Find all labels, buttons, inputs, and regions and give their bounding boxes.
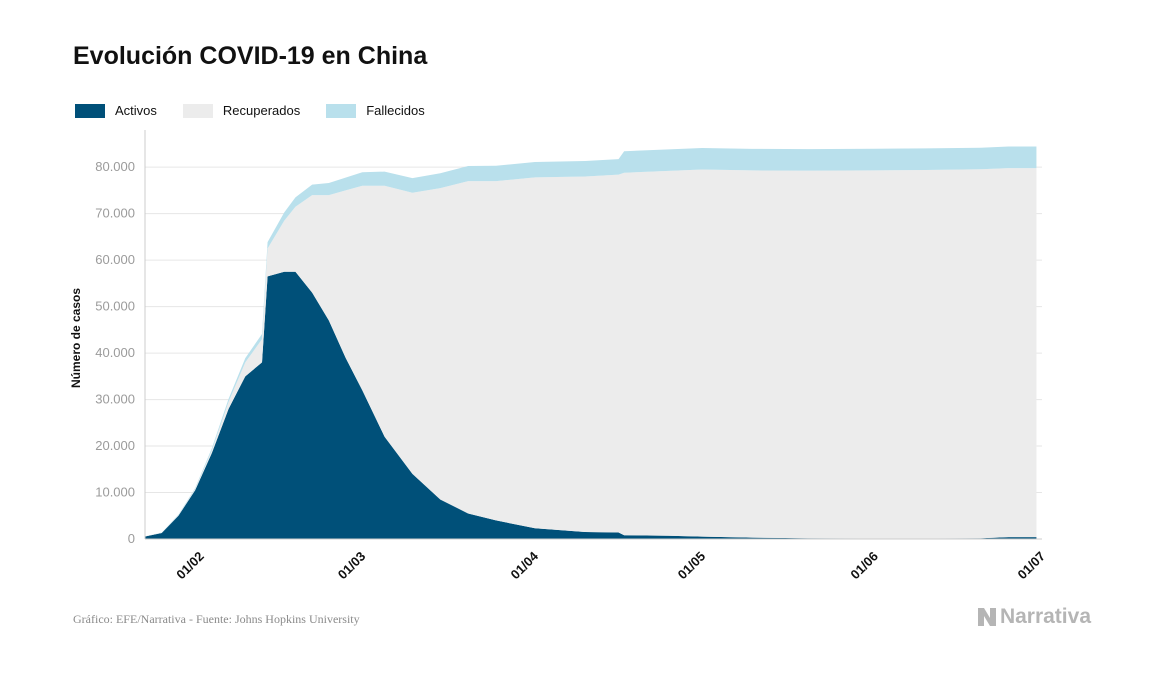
y-tick-label: 30.000 xyxy=(95,392,135,407)
x-tick-label: 01/07 xyxy=(1015,549,1049,583)
series-area-recuperados xyxy=(145,168,1037,539)
legend-item-recuperados: Recuperados xyxy=(182,103,301,118)
legend: Activos Recuperados Fallecidos xyxy=(75,103,451,118)
y-tick-label: 80.000 xyxy=(95,159,135,174)
legend-label-recuperados: Recuperados xyxy=(222,103,301,118)
x-tick-label: 01/03 xyxy=(335,549,369,583)
logo-text: Narrativa xyxy=(999,605,1091,628)
chart-title: Evolución COVID-19 en China xyxy=(73,42,428,70)
legend-label-fallecidos: Fallecidos xyxy=(366,103,425,118)
y-tick-label: 40.000 xyxy=(95,345,135,360)
y-tick-label: 20.000 xyxy=(95,438,135,453)
legend-item-activos: Activos xyxy=(75,103,157,118)
brand-logo: Narrativa xyxy=(976,605,1091,629)
x-tick-label: 01/02 xyxy=(173,549,207,583)
y-tick-label: 70.000 xyxy=(95,206,135,221)
x-tick-label: 01/06 xyxy=(847,549,881,583)
legend-item-fallecidos: Fallecidos xyxy=(326,103,425,118)
legend-swatch-recuperados xyxy=(182,103,213,118)
x-tick-label: 01/04 xyxy=(508,548,542,582)
y-axis-label: Número de casos xyxy=(69,288,83,388)
y-tick-label: 50.000 xyxy=(95,299,135,314)
x-tick-label: 01/05 xyxy=(675,549,709,583)
legend-swatch-fallecidos xyxy=(326,103,357,118)
series-area-activos xyxy=(145,271,1037,539)
source-note: Gráfico: EFE/Narrativa - Fuente: Johns H… xyxy=(73,612,360,626)
series-layer xyxy=(145,146,1037,539)
legend-swatch-activos xyxy=(75,103,105,118)
legend-label-activos: Activos xyxy=(115,103,157,118)
y-tick-label: 10.000 xyxy=(95,485,135,500)
narrativa-logo-icon xyxy=(977,608,996,626)
y-tick-label: 60.000 xyxy=(95,252,135,267)
y-tick-label: 0 xyxy=(128,531,135,546)
